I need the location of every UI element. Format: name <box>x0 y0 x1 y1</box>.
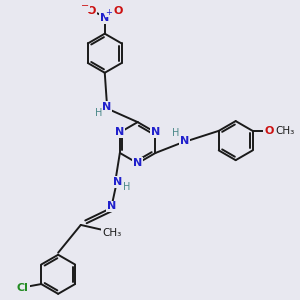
Text: N: N <box>107 201 116 212</box>
Text: −: − <box>81 1 89 11</box>
Text: N: N <box>151 128 160 137</box>
Text: N: N <box>100 13 110 23</box>
Text: O: O <box>113 6 123 16</box>
Text: O: O <box>87 6 96 16</box>
Text: N: N <box>133 158 142 168</box>
Text: CH₃: CH₃ <box>276 126 295 136</box>
Text: N: N <box>102 102 111 112</box>
Text: H: H <box>172 128 180 138</box>
Text: N: N <box>115 128 124 137</box>
Text: N: N <box>180 136 189 146</box>
Text: CH₃: CH₃ <box>102 228 121 238</box>
Text: Cl: Cl <box>17 283 29 293</box>
Text: O: O <box>264 126 274 136</box>
Text: N: N <box>113 177 122 187</box>
Text: +: + <box>105 8 112 16</box>
Text: H: H <box>123 182 131 192</box>
Text: H: H <box>95 108 102 118</box>
